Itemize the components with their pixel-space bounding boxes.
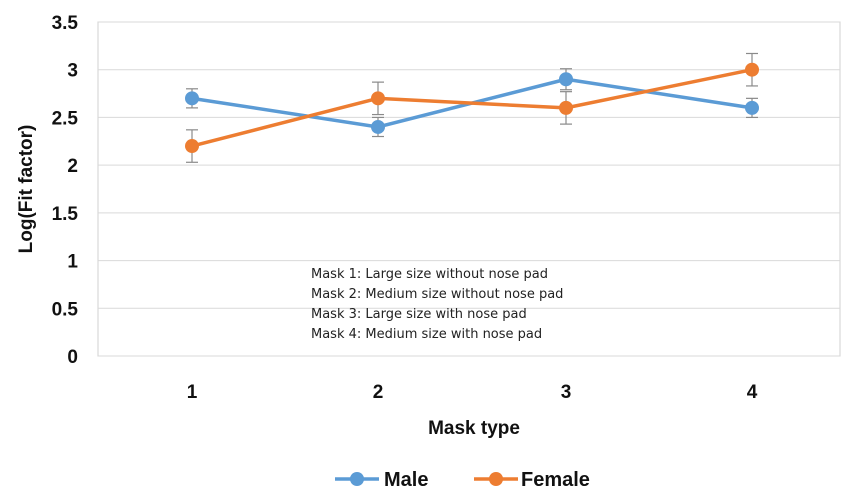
legend-label: Male: [384, 469, 428, 489]
data-point: [559, 100, 573, 115]
y-tick-label: 1.5: [52, 204, 79, 225]
legend-marker: [489, 472, 503, 486]
x-tick-label: 3: [561, 382, 572, 403]
series-line: [191, 68, 753, 148]
legend-label: Female: [521, 469, 590, 489]
y-tick-label: 2: [67, 156, 78, 177]
y-axis-ticks: 0 0.5 1 1.5 2 2.5 3 3.5: [52, 13, 79, 368]
y-tick-label: 0.5: [52, 299, 79, 320]
plot-area: [97, 21, 841, 357]
annotation-box: Mask 1: Large size without nose pad Mask…: [311, 267, 563, 342]
series-female: [185, 52, 759, 163]
data-point: [371, 119, 385, 134]
y-tick-label: 3: [67, 61, 78, 82]
x-axis-title: Mask type: [428, 418, 520, 439]
series-group: [185, 52, 759, 163]
data-point: [559, 72, 573, 87]
gridlines: [98, 21, 840, 357]
annotation-mask-1: Mask 1: Large size without nose pad: [311, 267, 548, 282]
data-point: [745, 100, 759, 115]
annotation-mask-4: Mask 4: Medium size with nose pad: [311, 327, 542, 342]
legend-item-female: Female: [474, 469, 590, 489]
annotation-mask-3: Mask 3: Large size with nose pad: [311, 307, 527, 322]
y-tick-label: 2.5: [52, 108, 79, 129]
data-point: [745, 62, 759, 77]
y-tick-label: 0: [67, 347, 78, 368]
x-tick-label: 2: [373, 382, 384, 403]
annotation-mask-2: Mask 2: Medium size without nose pad: [311, 287, 563, 302]
data-point: [185, 139, 199, 154]
data-point: [185, 91, 199, 106]
legend-item-male: Male: [335, 469, 428, 489]
data-point: [371, 91, 385, 106]
legend: Male Female: [335, 469, 590, 489]
x-tick-label: 4: [747, 382, 758, 403]
y-axis-title: Log(Fit factor): [16, 125, 37, 254]
legend-marker: [350, 472, 364, 486]
y-tick-label: 3.5: [52, 13, 79, 34]
x-axis-ticks: 1 2 3 4: [187, 382, 758, 403]
x-tick-label: 1: [187, 382, 198, 403]
y-tick-label: 1: [67, 252, 78, 273]
